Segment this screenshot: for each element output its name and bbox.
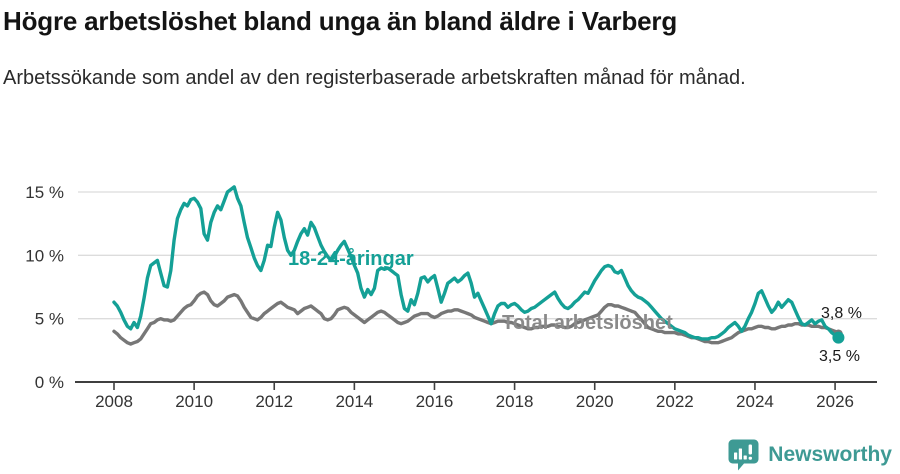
- newsworthy-logo-icon: [728, 439, 759, 471]
- y-tick-label: 15 %: [25, 183, 64, 202]
- end-label-total: 3,8 %: [821, 305, 862, 322]
- x-tick-label: 2014: [335, 392, 373, 411]
- page-subtitle: Arbetssökande som andel av den registerb…: [3, 67, 746, 89]
- bar-chart-glyph: [734, 444, 753, 460]
- x-tick-label: 2008: [95, 392, 133, 411]
- y-tick-label: 5 %: [35, 310, 64, 329]
- series-end-dot-young: [832, 331, 845, 344]
- x-tick-label: 2012: [255, 392, 293, 411]
- x-tick-label: 2026: [816, 392, 854, 411]
- x-tick-label: 2016: [416, 392, 454, 411]
- y-tick-label: 0 %: [35, 373, 64, 392]
- series-line-young: [112, 185, 841, 341]
- series-line-total: [112, 290, 841, 346]
- end-label-young: 3,5 %: [819, 348, 860, 365]
- x-tick-label: 2022: [656, 392, 694, 411]
- newsworthy-logo[interactable]: Newsworthy: [727, 438, 892, 471]
- y-tick-label: 10 %: [25, 246, 64, 265]
- x-tick-label: 2020: [576, 392, 614, 411]
- page-title: Högre arbetslöshet bland unga än bland ä…: [3, 6, 678, 36]
- series-label-total: Total arbetslöshet: [502, 312, 673, 334]
- x-tick-label: 2010: [175, 392, 213, 411]
- newsworthy-wordmark: Newsworthy: [768, 442, 892, 466]
- series-label-young: 18-24-åringar: [288, 247, 414, 270]
- x-tick-label: 2024: [736, 392, 774, 411]
- x-tick-label: 2018: [496, 392, 534, 411]
